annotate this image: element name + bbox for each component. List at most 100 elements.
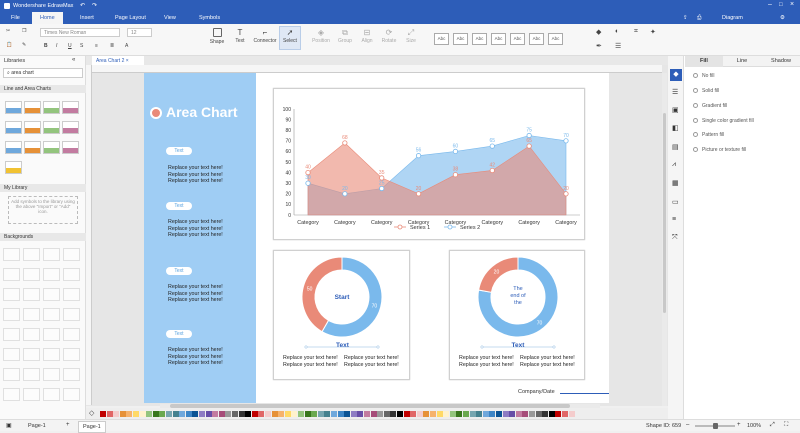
chart-symbol-thumb[interactable]	[43, 141, 60, 154]
text-pill[interactable]: Text	[166, 202, 192, 210]
font-family-select[interactable]: Times New Roman	[40, 28, 120, 37]
series-2-point[interactable]	[305, 180, 311, 186]
color-swatch[interactable]	[390, 411, 397, 417]
fill-option-pattern[interactable]: Pattern fill	[693, 132, 724, 138]
zoom-slider[interactable]	[695, 423, 735, 429]
color-swatch[interactable]	[146, 411, 153, 417]
legend-label-1[interactable]: Series 1	[410, 225, 430, 231]
donut-chart-1[interactable]: 70 50 Start	[274, 251, 411, 381]
line-panel-icon[interactable]: ☰	[672, 89, 679, 96]
print-icon[interactable]: ⎙	[697, 15, 702, 21]
color-swatch[interactable]	[205, 411, 212, 417]
donut2-center-text[interactable]: The	[513, 286, 522, 292]
chart-symbol-thumb[interactable]	[5, 161, 22, 174]
color-swatch[interactable]	[436, 411, 443, 417]
donut-chart-1-container[interactable]: 70 50 Start Text Replace your text here! Re…	[273, 250, 410, 380]
chart-symbol-thumb[interactable]	[24, 101, 41, 114]
tab-line[interactable]: Line	[736, 58, 748, 64]
sidebar-text-block[interactable]: Replace your text here! Replace your text…	[168, 219, 223, 238]
tab-area-chart-2[interactable]: Area Chart 2 ×	[92, 56, 144, 65]
color-swatch[interactable]	[113, 411, 120, 417]
rotate-tool[interactable]: ⟳ Rotate	[378, 28, 400, 44]
color-swatch[interactable]	[542, 411, 549, 417]
color-swatch[interactable]	[463, 411, 469, 417]
background-thumb[interactable]	[23, 268, 40, 281]
donut-slice[interactable]	[478, 256, 519, 293]
layers-panel-icon[interactable]: ≡	[672, 216, 677, 223]
share-icon[interactable]: ⇪	[683, 15, 688, 21]
underline-icon[interactable]: U	[68, 43, 72, 49]
color-swatch[interactable]	[139, 411, 146, 417]
color-swatch[interactable]	[106, 411, 113, 417]
page-panel-icon[interactable]: ▤	[672, 144, 679, 151]
scrollbar-thumb[interactable]	[663, 113, 666, 313]
color-swatch[interactable]	[548, 411, 555, 417]
background-thumb[interactable]	[23, 288, 40, 301]
color-swatch[interactable]	[304, 411, 311, 417]
background-thumb[interactable]	[23, 348, 40, 361]
select-tool[interactable]: ➚ Select	[279, 26, 301, 50]
company-date-label[interactable]: Company/Date	[518, 389, 555, 395]
background-thumb[interactable]	[23, 388, 40, 401]
color-swatch[interactable]	[370, 411, 377, 417]
chart-symbol-thumb[interactable]	[62, 101, 79, 114]
vertical-scrollbar[interactable]	[662, 73, 667, 406]
color-swatch[interactable]	[350, 411, 357, 417]
format-painter-icon[interactable]: ✎	[22, 42, 27, 48]
donut2-text-left[interactable]: Replace your text here! Replace your text…	[459, 355, 514, 368]
table-panel-icon[interactable]: ▦	[672, 180, 679, 187]
color-swatch[interactable]	[199, 411, 205, 417]
section-line-area-charts[interactable]: Line and Area Charts	[0, 85, 86, 93]
series-2-point[interactable]	[526, 132, 532, 139]
background-thumb[interactable]	[43, 268, 60, 281]
background-thumb[interactable]	[63, 388, 80, 401]
color-swatch[interactable]	[489, 411, 496, 417]
menu-view[interactable]: View	[164, 15, 176, 21]
background-thumb[interactable]	[63, 368, 80, 381]
page-selector[interactable]: Page-1	[28, 423, 46, 429]
color-swatch[interactable]	[317, 411, 324, 417]
tab-shadow[interactable]: Shadow	[771, 58, 791, 64]
fill-panel-icon[interactable]: ◆	[670, 69, 682, 81]
background-thumb[interactable]	[23, 308, 40, 321]
color-swatch[interactable]	[410, 411, 417, 417]
color-swatch[interactable]	[126, 411, 133, 417]
page-tab[interactable]: Page-1	[78, 421, 106, 433]
color-swatch[interactable]	[100, 411, 106, 417]
color-swatch[interactable]	[403, 411, 410, 417]
maximize-icon[interactable]: □	[779, 2, 783, 8]
color-swatch[interactable]	[357, 411, 364, 417]
background-thumb[interactable]	[3, 368, 20, 381]
color-swatch[interactable]	[423, 411, 430, 417]
chart-symbol-thumb[interactable]	[24, 141, 41, 154]
color-swatch[interactable]	[152, 411, 159, 417]
series-2-point[interactable]	[489, 143, 495, 149]
series-1-point[interactable]	[415, 191, 422, 197]
align-tool[interactable]: ⊟ Align	[356, 28, 378, 44]
page-view-icon[interactable]: ▣	[6, 423, 12, 429]
background-thumb[interactable]	[3, 288, 20, 301]
color-swatch[interactable]	[562, 411, 568, 417]
color-swatch[interactable]	[568, 411, 575, 417]
series-1-point[interactable]	[305, 170, 311, 176]
chart-symbol-thumb[interactable]	[62, 141, 79, 154]
align-left-icon[interactable]: ≡	[95, 43, 98, 49]
color-swatch[interactable]	[271, 411, 278, 417]
background-thumb[interactable]	[43, 248, 60, 261]
style-preset-1[interactable]: Abc	[434, 33, 449, 45]
chart-symbol-thumb[interactable]	[43, 121, 60, 134]
series-1-point[interactable]	[342, 140, 348, 146]
font-size-select[interactable]: 12	[127, 28, 152, 37]
color-swatch[interactable]	[555, 411, 562, 417]
color-swatch[interactable]	[298, 411, 304, 417]
paste-icon[interactable]: 📋	[6, 42, 13, 48]
series-1-point[interactable]	[452, 172, 459, 178]
donut1-title[interactable]: Text	[336, 342, 349, 349]
chart-symbol-thumb[interactable]	[24, 121, 41, 134]
series-2-point[interactable]	[415, 153, 422, 159]
undo-icon[interactable]: ↶	[80, 3, 86, 9]
color-swatch[interactable]	[159, 411, 166, 417]
sidebar-text-block[interactable]: Replace your text here! Replace your text…	[168, 165, 223, 184]
section-my-library[interactable]: My Library	[0, 184, 86, 192]
